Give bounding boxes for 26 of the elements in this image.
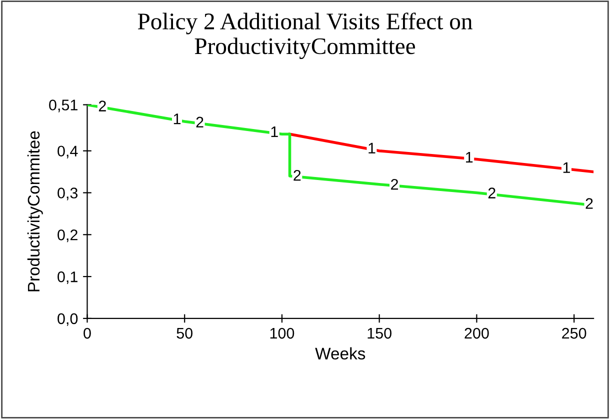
x-axis-title: Weeks xyxy=(315,347,366,360)
y-tick-label: 0,1 xyxy=(58,271,78,284)
text: 2 xyxy=(586,198,593,209)
series-label: 2 xyxy=(98,100,106,112)
y-axis-title: ProductivityCommitee xyxy=(27,131,43,292)
chart-title: Policy 2 Additional Visits Effect on ProductivityCommittee xyxy=(138,12,472,60)
series-label: 1 xyxy=(368,142,376,154)
y-tick-label: 0,4 xyxy=(58,146,78,158)
y-tick-label: 0,3 xyxy=(58,188,78,200)
text: 1 xyxy=(174,114,181,124)
x-tick-label: 100 xyxy=(270,328,294,339)
x-tick-label: 0 xyxy=(84,328,91,339)
text: 2 xyxy=(294,170,301,181)
text: 1 xyxy=(271,126,278,138)
text: 2 xyxy=(196,116,204,128)
y-tick-label: 0,51 xyxy=(49,100,78,112)
text: 2 xyxy=(488,188,496,198)
y-tick-label: 0,0 xyxy=(58,313,78,326)
y-tick-label: 0,2 xyxy=(58,230,78,242)
x-tick-label: 250 xyxy=(562,328,586,339)
x-tick-label: 150 xyxy=(368,328,392,339)
x-tick-label: 200 xyxy=(464,328,489,339)
x-tick-label: 50 xyxy=(176,328,192,339)
text: 1 xyxy=(466,152,473,163)
text: 1 xyxy=(563,162,570,173)
text: 2 xyxy=(391,178,398,190)
